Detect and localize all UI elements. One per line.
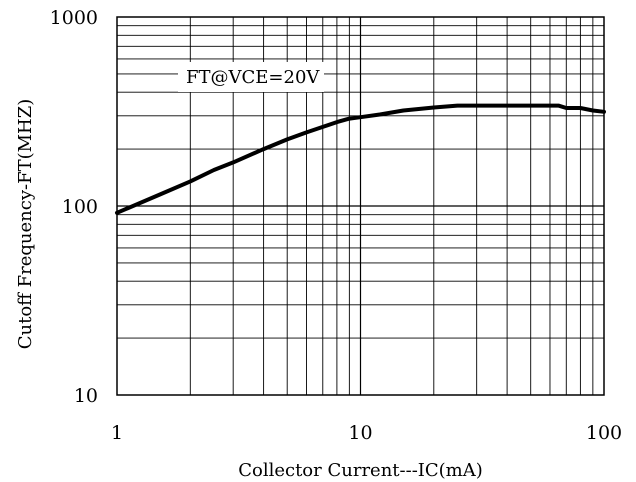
annotation-background (178, 62, 324, 92)
x-tick-label: 100 (586, 422, 622, 444)
x-tick-label: 1 (111, 422, 123, 444)
y-axis-title: Cutoff Frequency-FT(MHZ) (15, 99, 36, 350)
annotation: FT@VCE=20V (178, 62, 324, 92)
annotation-label: FT@VCE=20V (186, 67, 320, 88)
y-tick-label: 1000 (50, 7, 98, 29)
x-axis-title: Collector Current---IC(mA) (238, 460, 483, 481)
y-tick-labels: 10 100 1000 (50, 7, 98, 407)
plot-frame (116, 16, 605, 396)
y-tick-label: 10 (74, 385, 98, 407)
x-tick-label: 10 (348, 422, 372, 444)
x-tick-labels: 1 10 100 (111, 422, 622, 444)
y-tick-label: 100 (62, 196, 98, 218)
series-line (115, 103, 606, 215)
